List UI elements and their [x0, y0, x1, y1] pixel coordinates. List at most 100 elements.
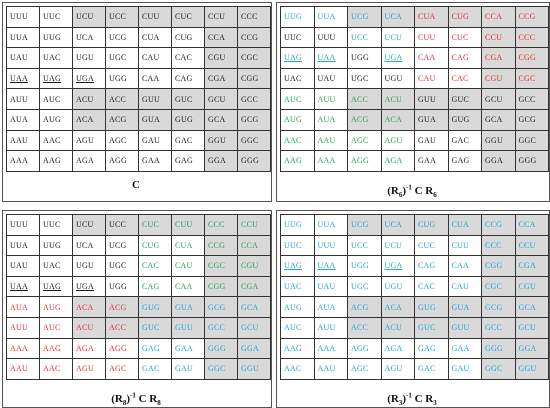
codon-cell: CGU [204, 47, 238, 69]
codon-cell: AUU [6, 88, 40, 110]
codon-cell: GCA [237, 296, 271, 318]
codon-cell: AGA [380, 150, 415, 172]
codon-cell: CUA [171, 234, 205, 257]
codon-row: AUC AUU ACC ACU GUC GUU GCC GCU [280, 316, 549, 339]
codon-cell: CUC [171, 6, 205, 28]
codon-row: AAC AAU AGC AGU GAC GAU GGC GGU [280, 358, 549, 380]
codon-cell: UAA [313, 255, 348, 277]
codon-cell: UCG [347, 6, 382, 28]
codon-cell: AAC [39, 358, 73, 380]
codon-table-r8: UUU UUC UCU UCC CUC CUU CCC CCU UUA UUG UCA UCG CUG C… [6, 214, 271, 380]
codon-cell: AGU [380, 358, 415, 380]
codon-cell: ACU [380, 88, 415, 110]
codon-cell: CUC [447, 26, 482, 49]
codon-cell: UUG [280, 6, 315, 28]
codon-cell: AAC [39, 129, 73, 152]
codon-cell: AGC [347, 358, 382, 380]
codon-cell: AUC [280, 316, 315, 339]
codon-cell: GUG [447, 108, 482, 131]
codon-table-c: UUU UUC UCU UCC CUU CUC CCU CCC UUA UUG UCA UCG CUA C… [6, 6, 271, 172]
codon-cell: CUG [414, 214, 449, 236]
codon-cell: CCG [481, 214, 516, 236]
codon-cell: ACU [72, 316, 106, 339]
codon-cell: UAU [313, 67, 348, 90]
codon-cell: AUG [280, 108, 315, 131]
panel-r6: UUG UUA UCG UCA CUA CUG CCA CCG UUC UUU UCC UCU CUU C… [276, 2, 550, 202]
codon-row: UAG UAA UGG UGA CAG CAA CGG CGA [280, 255, 549, 277]
codon-cell: CUA [138, 26, 172, 49]
codon-cell: UCA [380, 6, 415, 28]
panel-r8: UUU UUC UCU UCC CUC CUU CCC CCU UUA UUG UCA UCG CUG C… [2, 210, 272, 408]
codon-cell: AAA [313, 337, 348, 360]
codon-cell: CGU [514, 275, 549, 298]
codon-cell: GGA [204, 150, 238, 172]
codon-cell: ACA [72, 108, 106, 131]
codon-cell: UGG [347, 47, 382, 69]
codon-cell: ACC [347, 88, 382, 110]
codon-cell: UGC [347, 275, 382, 298]
codon-cell: UGU [380, 275, 415, 298]
codon-cell: UGC [105, 255, 139, 277]
codon-cell: UAC [39, 47, 73, 69]
codon-cell: AAA [313, 150, 348, 172]
codon-row: UAC UAU UGC UGU CAU CAC CGU CGC [280, 67, 549, 90]
codon-cell: CGU [237, 255, 271, 277]
codon-cell: UGA [380, 255, 415, 277]
codon-cell: CAG [138, 275, 172, 298]
codon-cell: ACU [72, 88, 106, 110]
codon-cell: UAU [6, 255, 40, 277]
codon-cell: GAA [447, 337, 482, 360]
codon-cell: UUG [280, 214, 315, 236]
codon-cell: UAC [280, 67, 315, 90]
codon-row: AAA AAG AGA AGG GAA GAG GGA GGG [6, 150, 271, 172]
codon-cell: UAG [280, 255, 315, 277]
codon-row: AAG AAA AGG AGA GAG GAA GGG GGA [280, 337, 549, 360]
codon-row: UAA UAG UGA UGG CAA CAG CGA CGG [6, 67, 271, 90]
codon-cell: CAC [171, 47, 205, 69]
codon-cell: UGU [72, 255, 106, 277]
codon-cell: AUC [280, 88, 315, 110]
codon-cell: ACA [72, 296, 106, 318]
codon-cell: AAG [280, 150, 315, 172]
codon-cell: CGC [204, 255, 238, 277]
codon-cell: GAU [447, 358, 482, 380]
codon-cell: UUA [6, 234, 40, 257]
codon-row: AAA AAG AGA AGG GAG GAA GGG GGA [6, 337, 271, 360]
codon-row: UUA UUG UCA UCG CUA CUG CCA CCG [6, 26, 271, 49]
codon-cell: CGG [237, 67, 271, 90]
codon-table-r3: UUG UUA UCG UCA CUG CUA CCG CCA UUC UUU UCC UCU CUC C… [280, 214, 549, 380]
codon-cell: ACC [105, 88, 139, 110]
codon-cell: CAA [138, 67, 172, 90]
codon-row: AUG AUA ACG ACA GUG GUA GCG GCA [280, 296, 549, 318]
codon-cell: GUU [447, 316, 482, 339]
codon-cell: GGU [481, 129, 516, 152]
codon-cell: CGC [514, 67, 549, 90]
codon-cell: ACC [105, 316, 139, 339]
codon-cell: AGA [72, 150, 106, 172]
codon-cell: GAA [414, 150, 449, 172]
codon-row: AUG AUA ACG ACA GUA GUG GCA GCG [280, 108, 549, 131]
codon-row: UUG UUA UCG UCA CUA CUG CCA CCG [280, 6, 549, 28]
codon-cell: CGC [237, 47, 271, 69]
codon-cell: GUG [171, 108, 205, 131]
codon-cell: UCC [105, 6, 139, 28]
codon-cell: CAU [171, 255, 205, 277]
codon-cell: CCA [237, 234, 271, 257]
codon-cell: AGU [72, 358, 106, 380]
codon-cell: CGA [481, 47, 516, 69]
codon-row: AUU AUC ACU ACC GUC GUU GCC GCU [6, 316, 271, 339]
codon-cell: AGC [105, 129, 139, 152]
codon-cell: UGC [105, 47, 139, 69]
panel-c: UUU UUC UCU UCC CUU CUC CCU CCC UUA UUG UCA UCG CUA C… [2, 2, 272, 202]
codon-cell: AGU [72, 129, 106, 152]
codon-cell: UGG [105, 275, 139, 298]
codon-cell: UUA [6, 26, 40, 49]
codon-cell: CGC [481, 275, 516, 298]
codon-cell: CUU [171, 214, 205, 236]
codon-cell: UAG [280, 47, 315, 69]
codon-cell: UUC [39, 6, 73, 28]
codon-cell: ACA [380, 296, 415, 318]
codon-cell: UCC [347, 26, 382, 49]
codon-row: UUC UUU UCC UCU CUU CUC CCU CCC [280, 26, 549, 49]
codon-cell: GUU [414, 88, 449, 110]
